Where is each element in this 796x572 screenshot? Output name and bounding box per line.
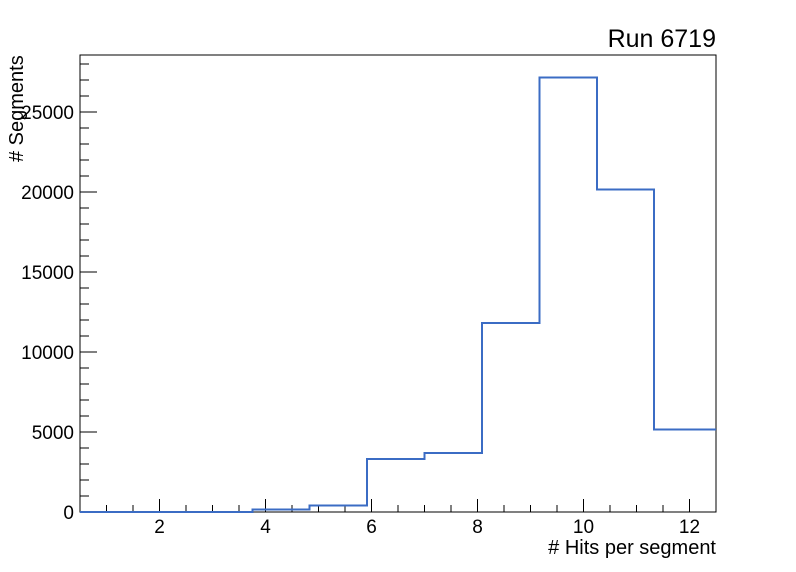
x-axis-title: # Hits per segment	[548, 537, 716, 559]
y-tick-label: 20000	[21, 183, 74, 204]
plot-frame	[79, 54, 717, 513]
x-tick-label: 2	[154, 517, 165, 538]
y-tick-label: 10000	[21, 343, 74, 364]
y-tick-label: 15000	[21, 263, 74, 284]
y-tick-label: 5000	[32, 423, 74, 444]
y-tick-label: 0	[63, 503, 74, 524]
x-tick-label: 4	[260, 517, 271, 538]
x-tick-label: 8	[472, 517, 483, 538]
chart-title: Run 6719	[607, 25, 716, 53]
x-tick-label: 10	[573, 517, 594, 538]
x-tick-label: 6	[366, 517, 377, 538]
y-tick-label: 25000	[21, 103, 74, 124]
y-axis-title: # Segments	[6, 55, 28, 162]
histogram-step-line	[80, 76, 716, 513]
x-tick-label: 12	[679, 517, 700, 538]
